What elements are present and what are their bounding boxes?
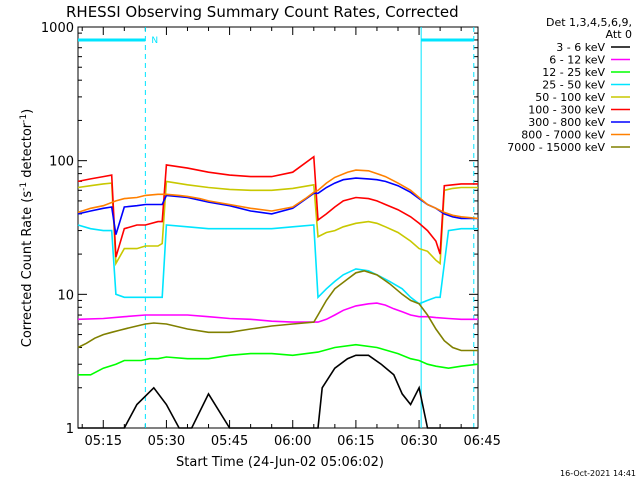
series-line-6-12-kev — [77, 302, 478, 323]
legend-label-3-6-kev: 3 - 6 keV — [556, 41, 605, 54]
series-line-3-6-kev — [78, 354, 478, 429]
series-line-100-300-kev — [77, 155, 478, 258]
plot-area: 1 10 100 1000 05:15 05:30 05:45 06:00 06:15 06:3… — [41, 21, 501, 449]
legend-label-7000-15000-kev: 7000 - 15000 keV — [507, 141, 605, 154]
footer-date: 16-Oct-2021 14:41 — [560, 469, 636, 478]
legend-label-25-50-kev: 25 - 50 keV — [542, 79, 605, 92]
series-line-25-50-kev — [77, 224, 478, 305]
series-line-50-100-kev — [77, 180, 478, 267]
x-tick-label: 05:30 — [148, 434, 185, 449]
legend-label-6-12-kev: 6 - 12 keV — [549, 54, 605, 67]
legend-label-50-100-kev: 50 - 100 keV — [535, 91, 605, 104]
series-line-800-7000-kev — [77, 169, 479, 220]
legend-label-800-7000-kev: 800 - 7000 keV — [521, 129, 605, 142]
x-tick-label: 06:00 — [274, 434, 311, 449]
attenuator-marker: N — [151, 36, 158, 46]
series-line-7000-15000-kev — [77, 269, 478, 352]
y-tick-label: 1000 — [41, 21, 74, 36]
legend-label-100-300-kev: 100 - 300 keV — [528, 104, 605, 117]
y-tick-label: 1 — [66, 422, 74, 437]
x-tick-label: 06:45 — [463, 434, 500, 449]
x-tick-label: 06:30 — [400, 434, 437, 449]
chart-title: RHESSI Observing Summary Count Rates, Co… — [66, 3, 459, 21]
y-axis-label: Corrected Count Rate (s-1 detector-1) — [19, 109, 35, 347]
series-line-12-25-kev — [78, 343, 479, 376]
y-tick-label: 10 — [57, 288, 74, 303]
y-tick-label: 100 — [49, 155, 74, 170]
legend-label-12-25-kev: 12 - 25 keV — [542, 66, 605, 79]
x-tick-label: 06:15 — [337, 434, 374, 449]
x-tick-label: 05:15 — [85, 434, 122, 449]
x-axis-label: Start Time (24-Jun-02 05:06:02) — [176, 455, 384, 470]
legend-header-line-1: Det 1,3,4,5,6,9, — [546, 16, 632, 29]
x-tick-label: 05:45 — [211, 434, 248, 449]
legend-label-300-800-kev: 300 - 800 keV — [528, 116, 605, 129]
legend-header-line-2: Att 0 — [606, 28, 632, 41]
